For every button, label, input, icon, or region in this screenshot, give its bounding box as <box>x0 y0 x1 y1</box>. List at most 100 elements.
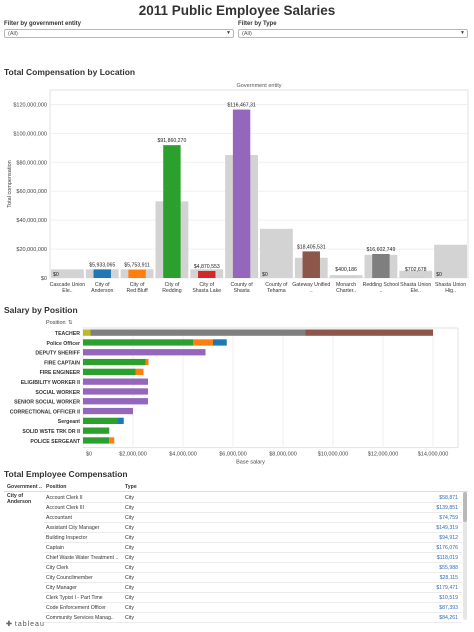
type-filter-select[interactable]: (All) ▼ <box>238 29 468 38</box>
cell-value: $94,912 <box>439 535 458 541</box>
y-tick-label: SENIOR SOCIAL WORKER <box>14 400 80 406</box>
x-tick-label: Redding School <box>363 282 400 288</box>
table-row[interactable]: Clerk Typist I - Part Time City $10,519 <box>44 593 462 603</box>
tableau-logo[interactable]: ✚ tableau <box>6 620 45 628</box>
cell-position: Building Inspector <box>46 535 88 541</box>
table-row[interactable]: Community Services Manag.. City $84,261 <box>44 613 462 623</box>
table-scrollbar[interactable] <box>463 492 467 620</box>
position-section-title: Salary by Position <box>4 305 78 315</box>
type-filter-value: (All) <box>242 31 252 37</box>
cell-value: $139,851 <box>436 505 458 511</box>
cell-type: City <box>125 585 134 591</box>
chevron-down-icon: ▼ <box>460 30 465 36</box>
bar-segment <box>83 349 206 356</box>
cell-value: $87,393 <box>439 605 458 611</box>
type-filter: Filter by Type (All) ▼ <box>238 21 468 38</box>
cell-position: Assistant City Manager <box>46 525 100 531</box>
table-row[interactable]: City Manager City $179,471 <box>44 583 462 593</box>
cell-position: Code Enforcement Officer <box>46 605 106 611</box>
y-axis-label: Total compensation <box>7 160 13 207</box>
cell-type: City <box>125 555 134 561</box>
cell-position: City Councilmember <box>46 575 93 581</box>
bar-segment <box>83 368 136 375</box>
x-tick-label: Shasta Union <box>435 282 466 288</box>
x-tick-label: County of <box>230 282 253 288</box>
bar-segment <box>145 358 149 366</box>
page-title: 2011 Public Employee Salaries <box>138 3 336 18</box>
data-label: $0 <box>262 272 268 278</box>
bar-segment <box>83 398 148 405</box>
cell-position: Captain <box>46 545 64 551</box>
group-label: City of Anderson <box>7 493 32 505</box>
header-position[interactable]: Position <box>46 484 67 490</box>
table-row[interactable]: City Councilmember City $28,115 <box>44 573 462 583</box>
table-row[interactable]: Accountant City $74,759 <box>44 513 462 523</box>
employee-section-title: Total Employee Compensation <box>4 469 128 479</box>
cell-position: Account Clerk II <box>46 495 83 501</box>
header-type[interactable]: Type <box>125 484 137 490</box>
bar-segment <box>83 407 133 415</box>
column-header: Government entity <box>237 83 282 89</box>
x-axis-label: Base salary <box>236 460 265 466</box>
y-tick-label: SOCIAL WORKER <box>35 390 80 396</box>
y-tick-label: $20,000,000 <box>16 247 47 253</box>
bar-segment <box>213 339 227 346</box>
value-bar <box>372 253 390 278</box>
value-bar <box>93 269 111 278</box>
y-tick-label: $120,000,000 <box>13 102 47 108</box>
cell-value: $28,115 <box>439 575 458 581</box>
cell-type: City <box>125 605 134 611</box>
y-tick-label: $60,000,000 <box>16 189 47 195</box>
y-tick-label: POLICE SERGEANT <box>30 439 80 445</box>
entity-filter-select[interactable]: (All) ▼ <box>4 29 234 38</box>
x-tick-label: Shasta <box>234 288 250 294</box>
value-bar <box>337 276 355 278</box>
table-row[interactable]: Building Inspector City $94,912 <box>44 533 462 543</box>
bar-segment <box>83 427 110 434</box>
table-row[interactable]: Code Enforcement Officer City $87,393 <box>44 603 462 613</box>
tableau-plus-icon: ✚ <box>6 621 13 628</box>
data-label: $5,753,911 <box>124 263 150 269</box>
context-bar <box>399 270 433 278</box>
table-row[interactable]: Account Clerk III City $139,851 <box>44 503 462 513</box>
x-tick-label: Redding <box>162 288 181 294</box>
table-row[interactable]: Captain City $176,076 <box>44 543 462 553</box>
cell-position: Community Services Manag.. <box>46 615 114 621</box>
entity-filter-label: Filter by government entity <box>4 21 82 27</box>
bar-segment <box>135 368 144 375</box>
scrollbar-thumb[interactable] <box>463 492 467 522</box>
x-tick-label: $4,000,000 <box>169 452 197 458</box>
data-label: $18,405,531 <box>297 244 326 250</box>
table-row[interactable]: City Clerk City $55,988 <box>44 563 462 573</box>
x-tick-label: $8,000,000 <box>269 452 297 458</box>
table-row[interactable]: Chief Waste Water Treatment .. City $118,0… <box>44 553 462 563</box>
cell-type: City <box>125 595 134 601</box>
x-tick-label: City of <box>95 282 110 288</box>
y-tick-label: ELIGIBILITY WORKER II <box>21 380 81 386</box>
cell-value: $179,471 <box>436 585 458 591</box>
bar-segment <box>83 437 110 444</box>
bar-segment <box>83 378 148 385</box>
sort-icon: ⇅ <box>68 320 73 326</box>
table-row[interactable]: Account Clerk II City $58,871 <box>44 493 462 503</box>
x-tick-label: City of <box>199 282 214 288</box>
context-bar <box>51 269 84 278</box>
location-section-title: Total Compensation by Location <box>4 67 136 77</box>
cell-type: City <box>125 565 134 571</box>
position-bar-chart: Position ⇅ $0 $2,000,000 $4,000,000 $6,000,00… <box>10 320 459 466</box>
data-label: $16,602,749 <box>366 247 395 253</box>
x-tick-label: Shasta Lake <box>192 288 221 294</box>
x-tick-label: $2,000,000 <box>119 452 147 458</box>
cell-type: City <box>125 535 134 541</box>
x-tick-label: Charter.. <box>336 288 356 294</box>
header-entity[interactable]: Government .. <box>7 484 42 490</box>
cell-value: $74,759 <box>439 515 458 521</box>
footer-brand: tableau <box>14 621 45 628</box>
table-row[interactable]: Assistant City Manager City $149,319 <box>44 523 462 533</box>
data-label: $5,933,065 <box>89 262 115 268</box>
data-label: $400,186 <box>335 267 357 273</box>
column-header: Position <box>46 320 66 326</box>
cell-type: City <box>125 495 134 501</box>
data-label: $116,467,31 <box>227 103 256 109</box>
cell-position: Chief Waste Water Treatment .. <box>46 555 119 561</box>
